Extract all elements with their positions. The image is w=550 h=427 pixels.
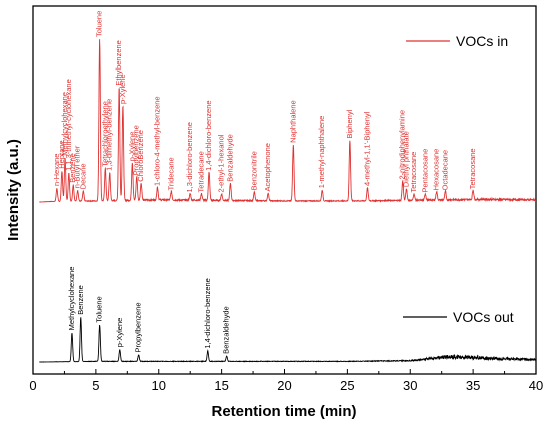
peak-labels: n-HexaneHeptaneMethylcyclohexane1,1,3-tr… [52, 11, 477, 354]
peak-label: ChloroBenzene [136, 130, 145, 182]
x-tick-label: 30 [403, 378, 417, 393]
peak-label: Toluene [95, 11, 104, 37]
y-axis-title: Intensity (a.u.) [5, 139, 22, 241]
peak-label: 1,4-dichloro-benzene [204, 100, 213, 170]
peak-label: Tetracosane [468, 148, 477, 189]
series-trace-1 [39, 39, 537, 203]
peak-label: Diethyl phthalate [401, 131, 410, 187]
x-tick-label: 5 [92, 378, 99, 393]
x-axis-title: Retention time (min) [212, 403, 357, 420]
x-tick-label: 25 [340, 378, 354, 393]
legend-label: VOCs out [453, 309, 514, 325]
peak-label: Methylcyclohexane [60, 92, 69, 156]
peak-label: Heptane [57, 140, 66, 168]
peak-label: n-Hexane [52, 154, 61, 187]
peak-label: Benzene [68, 153, 77, 183]
peak-label: Biphenyl [345, 109, 354, 138]
peak-label: Pentacosane [420, 149, 429, 193]
peak-label: 4-methyl-1,1'-Biphenyl [362, 111, 371, 186]
peak-label: Naphthalene [288, 100, 297, 143]
peak-label: Tetracosane [409, 152, 418, 193]
x-tick-label: 20 [277, 378, 291, 393]
x-tick-label: 35 [466, 378, 480, 393]
x-tick-label: 10 [152, 378, 166, 393]
peak-label: Propylbenzene [134, 302, 143, 352]
legend: VOCs in VOCs out [403, 33, 514, 325]
peak-label: Benzaldehyde [222, 306, 231, 354]
peak-label: Tridecane [166, 157, 175, 190]
peak-label: Benzonitrile [249, 151, 258, 190]
peak-label: 1-methyl-naphthalene [317, 116, 326, 189]
peak-label: Decane [78, 163, 87, 189]
traces [39, 39, 537, 363]
series-trace-2 [39, 317, 537, 363]
peak-label: 2-nitrodiphenylamine [398, 110, 407, 180]
peak-label: Benzene [76, 285, 85, 315]
legend-label: VOCs in [456, 33, 508, 49]
x-tick-label: 0 [29, 378, 36, 393]
peak-label: 2-ethyl-1-hexanol [217, 134, 226, 192]
peak-label: 1-chloro-4-methyl-benzene [152, 96, 161, 186]
peak-label: Methylcyclohexane [67, 267, 76, 331]
peak-label: Toluene [95, 296, 104, 322]
peak-label: p-Xylene [127, 132, 136, 162]
peak-label: 1,3-dimethyl-benzene [105, 99, 114, 171]
peak-label: p-Xylene [115, 318, 124, 348]
peak-label: Tetradecane [197, 151, 206, 192]
peak-label: Acetophenone [263, 143, 272, 191]
peak-label: 1,3-dichloro-benzene [185, 122, 194, 192]
x-tick-label: 15 [214, 378, 228, 393]
peak-label: 1,4-dichloro-benzene [203, 278, 212, 348]
x-tick-label: 40 [529, 378, 543, 393]
peak-label: Propylbenzene [132, 125, 141, 175]
peak-label: 1,1,3-trimethyl-cyclohexane [64, 79, 73, 171]
peak-label: Octadecane [440, 150, 449, 190]
peak-label: Ethylbenzene [114, 40, 123, 85]
x-axis-ticks: 0 5 10 15 20 25 30 35 40 [29, 369, 543, 393]
peak-label: Hexacosane [432, 149, 441, 191]
peak-label: Tetrachloroethylene [100, 101, 109, 166]
peak-label: p-Xylene [118, 74, 127, 104]
peak-label: Benzaldehyde [225, 134, 234, 182]
peak-label: n-Butyl ether [73, 145, 82, 188]
